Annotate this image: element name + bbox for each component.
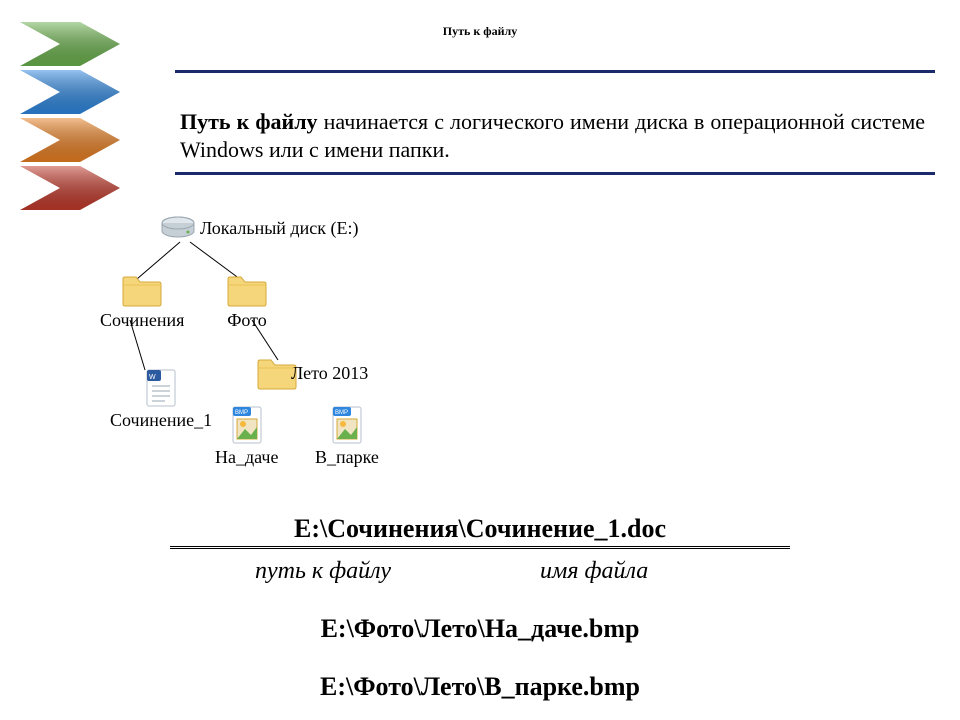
double-rule — [170, 546, 790, 549]
svg-text:W: W — [149, 374, 156, 381]
divider-top — [175, 70, 935, 73]
folder-icon — [120, 272, 164, 308]
node-disk: Локальный диск (E:) — [160, 215, 358, 241]
node-doc-sochinenie1: W Сочинение_1 — [110, 368, 212, 431]
bmp-file-icon: BMP — [329, 405, 365, 445]
node-img-vparke: BMP В_парке — [315, 405, 379, 468]
doc1-label: Сочинение_1 — [110, 410, 212, 431]
hard-disk-icon — [160, 215, 196, 241]
folder1-label: Сочинения — [100, 310, 184, 331]
caption-filename: имя файла — [540, 558, 648, 585]
folder3-label: Лето 2013 — [291, 363, 368, 384]
decorative-arrows — [10, 12, 140, 212]
svg-text:BMP: BMP — [235, 410, 248, 416]
file-tree: Локальный диск (E:) Сочинения Фото Лето … — [100, 210, 520, 500]
node-folder-foto: Фото — [225, 272, 269, 331]
img1-label: На_даче — [215, 447, 278, 468]
folder-icon — [225, 272, 269, 308]
path-example-2: E:\Фото\Лето\На_даче.bmp — [0, 614, 960, 644]
divider-bottom — [175, 172, 935, 175]
path-example-1: E:\Сочинения\Сочинение_1.doc — [0, 514, 960, 544]
intro-bold: Путь к файлу — [180, 109, 318, 134]
disk-label: Локальный диск (E:) — [200, 218, 358, 239]
node-folder-leto: Лето 2013 — [255, 355, 368, 391]
node-folder-sochineniya: Сочинения — [100, 272, 184, 331]
intro-text: Путь к файлу начинается с логического им… — [180, 108, 925, 163]
img2-label: В_парке — [315, 447, 379, 468]
folder2-label: Фото — [227, 310, 267, 331]
node-img-nadache: BMP На_даче — [215, 405, 278, 468]
path-example-3: E:\Фото\Лето\В_парке.bmp — [0, 672, 960, 702]
page-title: Путь к файлу — [0, 24, 960, 39]
doc-file-icon: W — [143, 368, 179, 408]
caption-path: путь к файлу — [255, 558, 391, 585]
svg-text:BMP: BMP — [335, 410, 348, 416]
bmp-file-icon: BMP — [229, 405, 265, 445]
